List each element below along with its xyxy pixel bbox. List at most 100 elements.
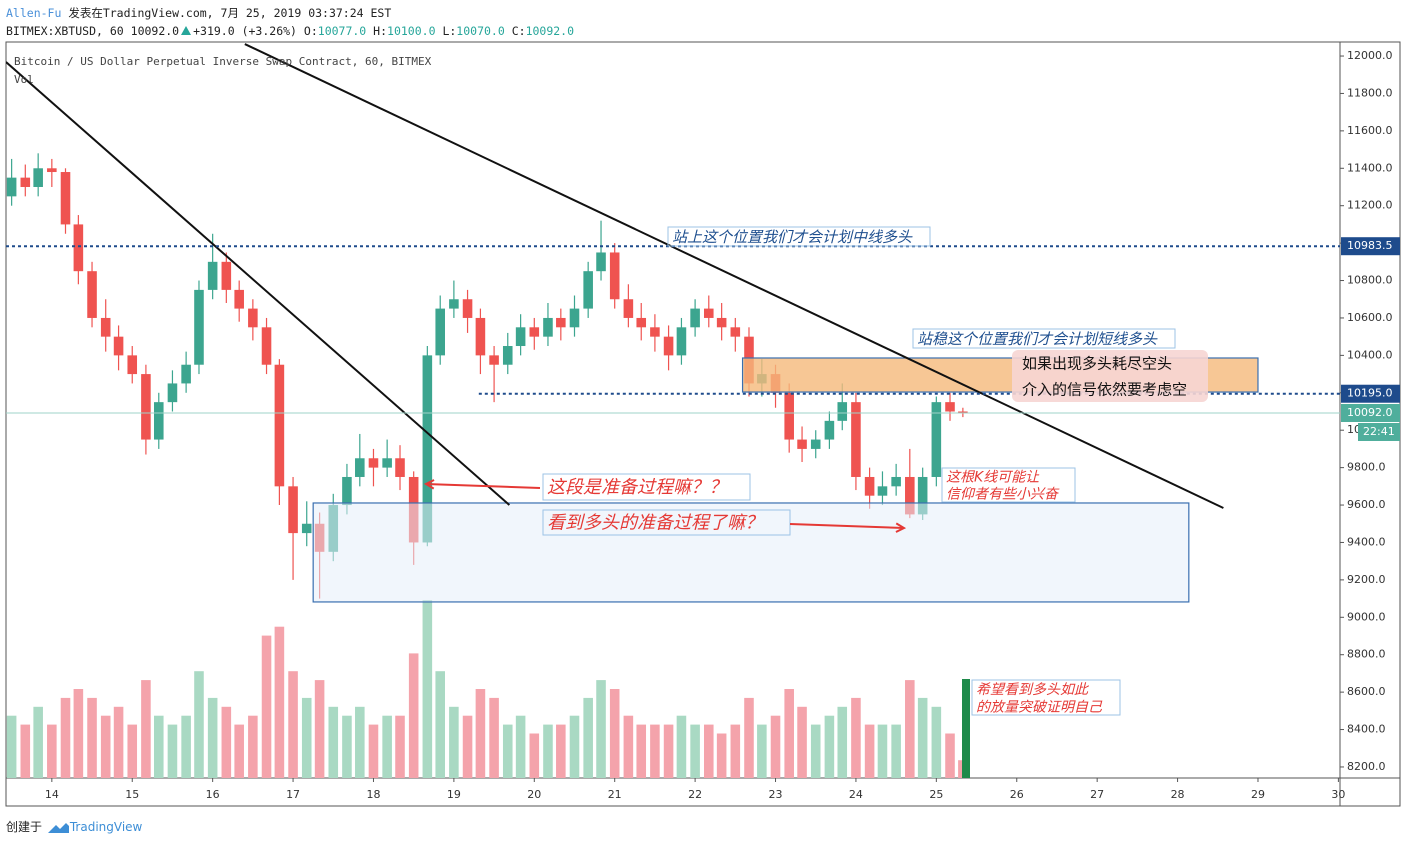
- volume-bar: [6, 715, 17, 778]
- volume-bar: [328, 706, 339, 778]
- volume-bar: [931, 706, 942, 778]
- candle-body: [650, 327, 660, 337]
- x-tick-label: 29: [1251, 788, 1265, 801]
- candle-body: [905, 476, 915, 515]
- candle-body: [435, 308, 445, 356]
- volume-bar: [47, 724, 57, 778]
- y-tick-label: 11600.0: [1347, 124, 1393, 137]
- volume-bar: [502, 724, 513, 778]
- volume-bar: [797, 706, 807, 778]
- candle-body: [221, 261, 232, 290]
- volume-bar: [261, 635, 272, 778]
- candle-body: [543, 317, 553, 337]
- volume-bar: [703, 724, 714, 778]
- candle-body: [6, 177, 17, 197]
- candle-body: [676, 327, 687, 356]
- candle-body: [744, 336, 754, 384]
- up-icon: [181, 26, 192, 35]
- volume-bar: [113, 706, 124, 778]
- volume-bar: [342, 715, 352, 778]
- axes: 8200.0 8400.0 8600.0 8800.0 9000.0 9200.0 9400…: [45, 49, 1400, 801]
- zone-box: [312, 502, 1190, 603]
- volume-bar: [33, 706, 43, 778]
- candle-body: [730, 327, 741, 337]
- y-tick-label: 11800.0: [1347, 86, 1393, 99]
- plot: [6, 43, 1340, 778]
- ohlc-label: H:: [373, 24, 388, 38]
- candle-body: [153, 402, 164, 440]
- arrow-head: [423, 479, 435, 490]
- candle-body: [583, 271, 593, 309]
- header: Allen-Fu 发表在TradingView.com, 7月 25, 2019…: [6, 4, 574, 40]
- annotation-text: 站稳这个位置我们才会计划短线多头: [917, 330, 1158, 348]
- brand: TradingView: [69, 820, 143, 834]
- candle-body: [100, 317, 111, 337]
- annotation-text: 的放量突破证明自己: [976, 699, 1103, 715]
- candle-body: [207, 261, 218, 290]
- y-tick-label: 10200.0: [1347, 386, 1393, 399]
- symbol: BITMEX:XBTUSD, 60: [6, 24, 124, 38]
- x-tick-label: 25: [929, 788, 943, 801]
- y-tick-label: 8600.0: [1347, 685, 1386, 698]
- ohlc-value: 10092.0: [525, 24, 575, 38]
- volume-bar: [288, 671, 298, 778]
- volume-bar: [663, 724, 674, 778]
- volume-bar: [489, 697, 499, 778]
- volume-bar: [945, 733, 955, 778]
- author: Allen-Fu: [6, 6, 62, 20]
- x-tick-label: 15: [125, 788, 139, 801]
- volume-bar: [301, 697, 312, 778]
- volume-bar: [596, 680, 606, 778]
- annotation-box: [542, 473, 751, 501]
- volume-bar: [636, 724, 647, 778]
- y-tick-label: 11400.0: [1347, 161, 1393, 174]
- candle-body: [449, 299, 459, 309]
- candle-body: [690, 308, 700, 328]
- candle-body: [328, 505, 339, 552]
- candle-body: [248, 308, 258, 328]
- candle-body: [342, 476, 352, 506]
- volume-bar: [770, 715, 781, 778]
- volume-bar: [609, 689, 620, 778]
- candle-body: [167, 383, 178, 403]
- candle-body: [663, 336, 674, 356]
- candle-body: [87, 271, 97, 318]
- candle-body: [703, 308, 714, 318]
- volume-bar: [314, 680, 325, 778]
- candle-body: [113, 336, 124, 356]
- volume-bar: [515, 715, 526, 778]
- volume-bar: [810, 724, 821, 778]
- candle-body: [784, 392, 794, 440]
- candle-body: [556, 317, 566, 328]
- ohlc: O:10077.0 H:10100.0 L:10070.0 C:10092.0: [304, 24, 574, 38]
- candle-body: [797, 439, 807, 449]
- volume-bar: [757, 724, 767, 778]
- candle-body: [181, 364, 191, 384]
- volume-bar: [851, 697, 861, 778]
- candle-body: [127, 355, 138, 375]
- volume-bar: [20, 724, 31, 778]
- change: +319.0 (+3.26%): [193, 24, 297, 38]
- marker-bar: [962, 679, 970, 778]
- candle-body: [33, 168, 43, 187]
- volume-bar: [716, 733, 727, 778]
- volume-bar: [543, 724, 553, 778]
- volume-bar: [583, 697, 593, 778]
- candle-body: [395, 458, 405, 477]
- volume-bar: [744, 697, 754, 778]
- countdown-tag: [1358, 422, 1400, 441]
- arrow: [425, 483, 541, 489]
- candle-body: [274, 364, 285, 487]
- candle-body: [47, 168, 57, 173]
- candle-body: [368, 458, 379, 468]
- volume-bar: [141, 680, 151, 778]
- y-tick-label: 10000.0: [1347, 423, 1393, 436]
- volume-bar: [221, 706, 232, 778]
- candle-body: [529, 327, 540, 337]
- candle-body: [917, 476, 928, 515]
- annotation-box: [941, 467, 1076, 503]
- symbol-line: BITMEX:XBTUSD, 60 10092.0 +319.0 (+3.26%)…: [6, 22, 574, 40]
- volume-bar: [690, 724, 700, 778]
- annotation-text: 介入的信号依然要考虑空: [1022, 381, 1187, 399]
